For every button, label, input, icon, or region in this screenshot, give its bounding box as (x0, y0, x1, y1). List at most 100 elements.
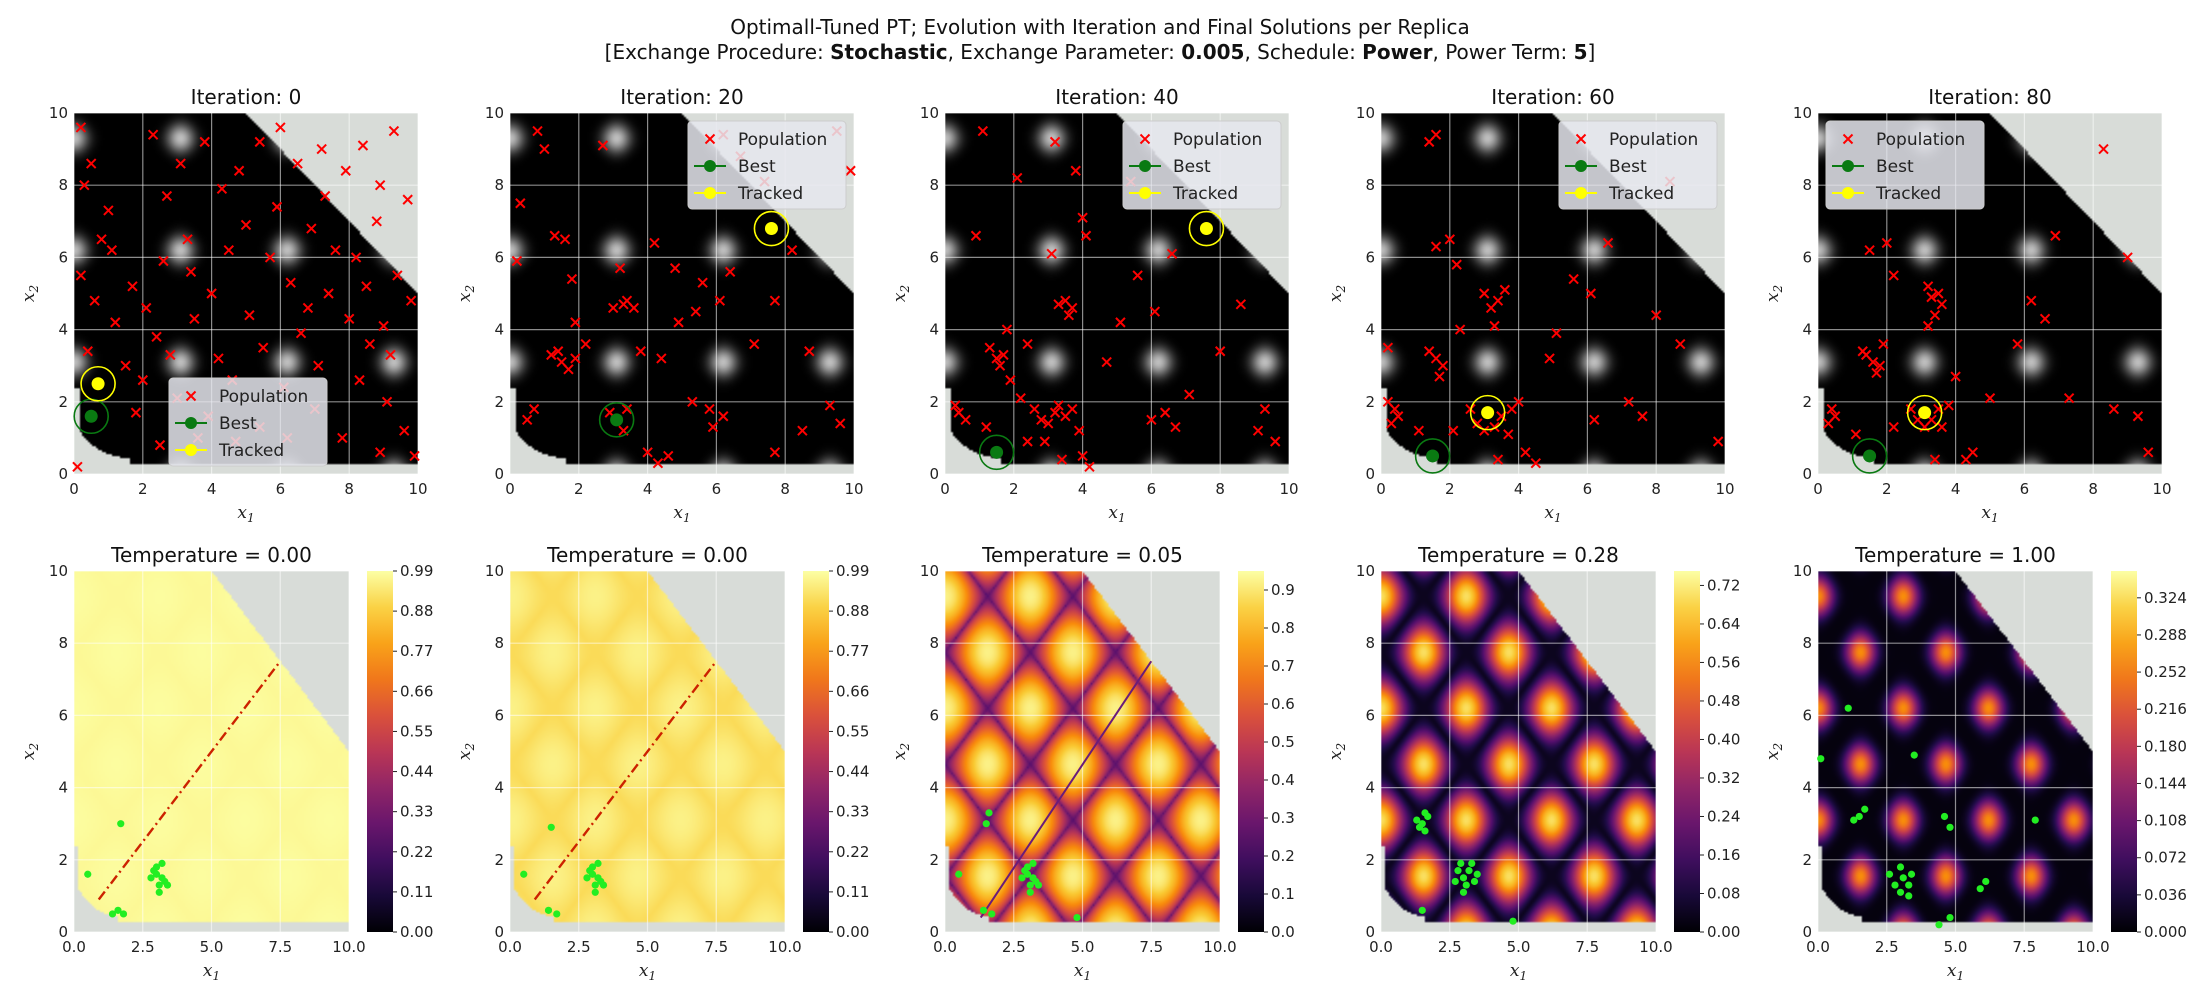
replica-solution-point (1896, 863, 1905, 871)
legend-tracked-label: Tracked (1875, 184, 1941, 204)
population-point (1077, 450, 1088, 462)
y-tick-label: 0 (1365, 923, 1375, 941)
x-tick-label: 7.5 (1139, 938, 1163, 956)
population-point (1444, 234, 1456, 245)
colorbar (2111, 571, 2137, 932)
population-point (1871, 367, 1882, 379)
population-point (981, 421, 992, 433)
population-point (511, 255, 523, 267)
replica-solution-point (1459, 874, 1468, 882)
colorbar-tick-label: 0.4 (1271, 771, 1295, 789)
colorbar-tick-label: 0.88 (400, 602, 433, 620)
colorbar-tick-label: 0.6 (1271, 695, 1295, 713)
x-tick-label: 2 (138, 480, 148, 498)
population-point (1950, 371, 1961, 382)
population-point (161, 190, 173, 202)
x-tick-label: 8 (344, 480, 354, 498)
population-point (749, 338, 760, 350)
y-tick-label: 4 (1802, 321, 1812, 339)
legend-population-label: Population (1173, 130, 1262, 150)
x-tick-label: 7.5 (2012, 938, 2036, 956)
replica-solution-point (2031, 816, 2039, 824)
y-tick-label: 4 (929, 779, 939, 797)
population-point (319, 190, 331, 202)
population-point (1888, 421, 1899, 433)
population-point (302, 302, 314, 314)
y-tick-label: 4 (494, 321, 504, 339)
population-point (566, 273, 578, 285)
population-point (292, 158, 303, 169)
replica-solution-point (594, 859, 602, 868)
x-axis-label: x1 (1108, 503, 1125, 525)
population-point (998, 349, 1009, 361)
best-point (1863, 449, 1877, 463)
colorbar-tick-label: 0.3 (1271, 809, 1295, 827)
population-point (1712, 436, 1724, 447)
colorbar-tick-label: 0.22 (400, 843, 433, 861)
tracked-point (1199, 222, 1213, 236)
replica-solution-point (117, 820, 125, 828)
replica-solution-point (1861, 805, 1869, 813)
population-point (2108, 403, 2120, 415)
population-point (330, 244, 341, 256)
legend-box (168, 377, 328, 467)
population-point (1063, 309, 1075, 321)
population-point (1132, 270, 1143, 281)
population-point (549, 230, 560, 241)
population-point (1067, 403, 1078, 415)
replica-solution-point (1899, 874, 1907, 882)
replica-solution-point (163, 881, 172, 889)
population-point (295, 328, 307, 339)
x-tick-label: 2 (1882, 480, 1892, 498)
legend-box (1558, 120, 1718, 210)
colorbar-tick-label: 0.72 (1707, 576, 1740, 594)
legend-tracked-label: Tracked (218, 441, 284, 461)
population-point (1115, 317, 1126, 328)
population-point (402, 194, 413, 205)
y-tick-label: 2 (929, 393, 939, 411)
population-point (1513, 396, 1524, 408)
x-tick-label: 2.5 (1875, 938, 1899, 956)
population-point (1943, 400, 1954, 411)
legend: Population Best Tracked (1825, 120, 1985, 210)
replica-solution-point (1465, 867, 1473, 875)
population-point (532, 125, 543, 137)
y-tick-label: 10 (485, 562, 504, 580)
replica-solution-point (1454, 867, 1462, 875)
legend: Population Best Tracked (1122, 120, 1282, 210)
population-point (521, 414, 533, 426)
colorbar-tick-label: 0.08 (1707, 884, 1740, 902)
colorbar-tick-label: 0.7 (1271, 657, 1295, 675)
panel-title: Temperature = 1.00 (1854, 543, 2056, 567)
replica-solution-point (1457, 859, 1465, 868)
y-tick-label: 8 (1802, 634, 1812, 652)
population-point (130, 407, 142, 418)
x-tick-label: 6 (1583, 480, 1593, 498)
x-tick-label: 0 (1813, 480, 1823, 498)
replica-solution-point (119, 910, 128, 918)
population-point (1878, 338, 1889, 350)
panel-iteration-1: 0 2 4 6 8 10 0 2 4 6 8 10 x1 x2 Iteration: 20 Populatio… (455, 85, 864, 525)
y-tick-label: 2 (1802, 851, 1812, 869)
population-point (357, 140, 369, 151)
population-point (614, 263, 626, 274)
population-point (378, 320, 389, 332)
legend-population-marker (1842, 133, 1854, 145)
y-tick-label: 0 (58, 923, 68, 941)
population-point (1022, 338, 1033, 350)
colorbar-tick-label: 0.88 (836, 602, 869, 620)
colorbar-tick-label: 0.00 (836, 923, 869, 941)
replica-solution-point (1907, 870, 1916, 878)
population-point (1492, 295, 1504, 306)
population-point (1252, 425, 1264, 436)
population-point (233, 165, 245, 176)
legend-best-label: Best (738, 157, 776, 177)
population-point (275, 122, 286, 133)
population-point (337, 432, 348, 444)
best-point (990, 445, 1004, 459)
colorbar-tick-label: 0.11 (836, 883, 869, 901)
replica-solution-point (1023, 863, 1032, 871)
population-point (1084, 461, 1095, 472)
legend: Population Best Tracked (1558, 120, 1718, 210)
x-tick-label: 4 (207, 480, 217, 498)
